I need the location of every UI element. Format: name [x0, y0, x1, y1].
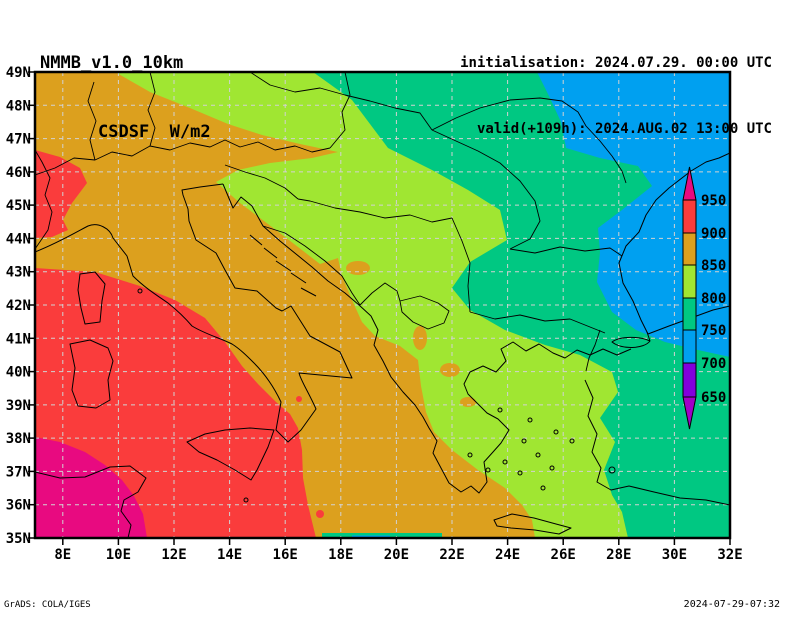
colorbar-labels: 950 900 850 800 750 700 650 [701, 193, 726, 406]
coast-small-islands [137, 288, 616, 503]
colorbar-separators [683, 199, 696, 398]
creation-timestamp: 2024-07-29-07:32 [683, 599, 780, 610]
coast-corsica [77, 271, 106, 325]
colorbar-arrow-bottom [683, 397, 696, 429]
lon-ticks [62, 538, 731, 545]
lat-label: 43N [6, 265, 31, 281]
grads-credit: GrADS: COLA/IGES [4, 600, 91, 610]
lat-label: 37N [6, 464, 31, 480]
country-borders [35, 72, 627, 372]
coast-sicily [186, 427, 275, 481]
lon-label: 24E [495, 547, 520, 563]
lat-label: 47N [6, 132, 31, 148]
lon-label: 26E [551, 547, 576, 563]
colorbar-seg-700-750 [683, 330, 696, 363]
colorbar-legend: 950 900 850 800 750 700 650 [682, 166, 726, 430]
lat-label: 38N [6, 431, 31, 447]
colorbar-label-700: 700 [701, 356, 726, 372]
band-900-950-dots [296, 396, 324, 518]
coast-north-africa [35, 465, 147, 538]
init-time: initialisation: 2024.07.29. 00:00 UTC [460, 55, 772, 71]
colorbar-label-850: 850 [701, 258, 726, 274]
lon-label: 20E [384, 547, 409, 563]
contour-fill-layers [35, 72, 730, 538]
coast-dalmatian-islands [249, 234, 317, 297]
lon-label: 32E [717, 547, 742, 563]
lat-label: 36N [6, 498, 31, 514]
valid-time: valid(+109h): 2024.AUG.02 13:00 UTC [476, 121, 772, 137]
lat-label: 48N [6, 98, 31, 114]
variable-title: CSDSF W/m2 [98, 122, 211, 142]
colorbar-arrow-top [683, 167, 696, 200]
colorbar-seg-750-800 [683, 298, 696, 330]
lon-label: 18E [328, 547, 353, 563]
lon-axis-labels: 8E 10E 12E 14E 16E 18E 20E 22E 24E 26E 2… [54, 547, 742, 563]
title-block: NMMB_v1.0_10km CSDSF W/m2 [40, 6, 211, 190]
lon-label: 16E [273, 547, 298, 563]
coast-crete [493, 513, 572, 535]
lat-label: 49N [6, 65, 31, 81]
coast-balkan-greece [222, 183, 632, 494]
lon-label: 28E [606, 547, 631, 563]
colorbar-seg-800-850 [683, 265, 696, 298]
colorbar-label-750: 750 [701, 323, 726, 339]
colorbar-seg-900-950 [683, 200, 696, 233]
lat-axis-labels: 49N 48N 47N 46N 45N 44N 43N 42N 41N 40N … [6, 65, 31, 547]
colorbar-label-900: 900 [701, 226, 726, 242]
lat-label: 41N [6, 331, 31, 347]
coast-italy [35, 183, 353, 443]
band-900-950-west-patch [35, 150, 87, 238]
model-title: NMMB_v1.0_10km [40, 53, 184, 73]
coast-sardinia [69, 339, 114, 409]
colorbar-seg-650-700 [683, 363, 696, 397]
lon-label: 8E [54, 547, 71, 563]
lat-ticks [28, 71, 35, 539]
lon-label: 10E [106, 547, 131, 563]
lon-label: 30E [662, 547, 687, 563]
coast-blacksea-west [618, 152, 730, 335]
lat-label: 39N [6, 398, 31, 414]
coast-turkey-west [584, 379, 730, 506]
lat-label: 44N [6, 231, 31, 247]
lon-label: 14E [217, 547, 242, 563]
run-info-block: initialisation: 2024.07.29. 00:00 UTC va… [460, 8, 772, 184]
band-700-750-region [537, 72, 730, 357]
lat-label: 35N [6, 531, 31, 547]
lat-label: 45N [6, 198, 31, 214]
colorbar-label-800: 800 [701, 291, 726, 307]
lat-label: 40N [6, 365, 31, 381]
colorbar-label-950: 950 [701, 193, 726, 209]
lat-label: 42N [6, 298, 31, 314]
lon-label: 12E [161, 547, 186, 563]
gridlines [35, 72, 730, 538]
lat-label: 46N [6, 165, 31, 181]
colorbar-seg-850-900 [683, 233, 696, 265]
colorbar-label-650: 650 [701, 390, 726, 406]
lon-label: 22E [439, 547, 464, 563]
